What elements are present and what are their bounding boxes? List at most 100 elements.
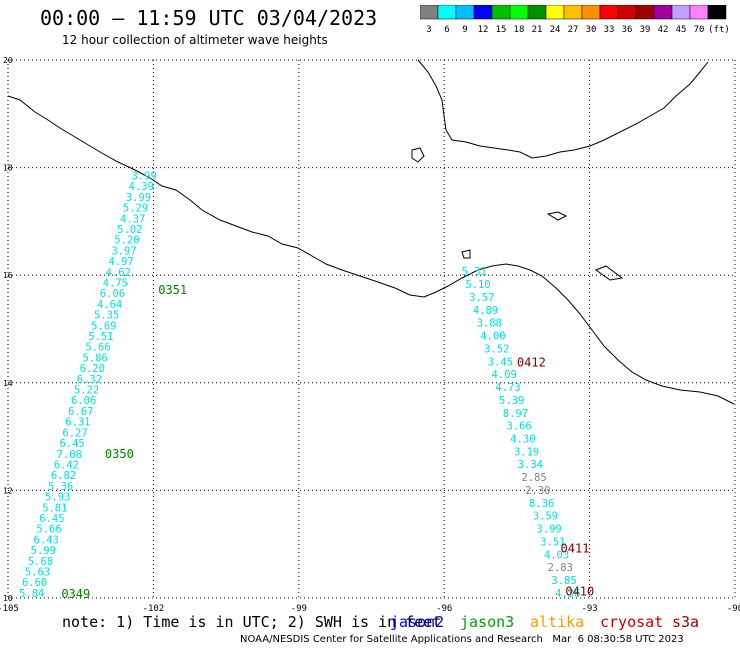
scale-label: 21: [532, 25, 543, 35]
wave-height-label: 6.06: [71, 395, 96, 407]
wave-height-label: 3.57: [469, 292, 494, 304]
wave-height-label: 3.85: [551, 575, 576, 587]
scale-label: 9: [462, 25, 467, 35]
scale-label: 42: [658, 25, 669, 35]
wave-height-label: 2.30: [525, 485, 550, 497]
wave-height-label: 6.82: [51, 470, 76, 482]
wave-height-label: 5.10: [465, 279, 490, 291]
wave-height-label: 5.36: [48, 481, 73, 493]
wave-height-label: 6.20: [80, 363, 105, 375]
wave-height-label: 3.88: [477, 318, 502, 330]
scale-label: 45: [676, 25, 687, 35]
wave-height-label: 5.22: [74, 385, 99, 397]
wave-height-label: 6.60: [22, 577, 47, 589]
wave-height-label: 6.32: [77, 374, 102, 386]
time-label: 0411: [561, 541, 590, 555]
wave-height-label: 5.86: [83, 352, 108, 364]
wave-height-label: 6.31: [65, 417, 90, 429]
lat-tick-label: 20: [3, 56, 13, 65]
scale-label: 36: [622, 25, 633, 35]
wave-height-label: 8.97: [503, 408, 528, 420]
wave-height-label: 7.08: [57, 449, 82, 461]
wave-height-label: 5.29: [123, 203, 148, 215]
wave-height-label: 5.66: [85, 342, 110, 354]
wave-height-label: 5.51: [88, 331, 113, 343]
wave-height-label: 2.83: [548, 562, 573, 574]
wave-height-label: 4.00: [480, 331, 505, 343]
scale-label: 24: [550, 25, 561, 35]
lon-tick-label: -102: [143, 604, 165, 614]
time-labels: 0349 0350 0351 0412 0411 0410: [61, 283, 594, 601]
wave-height-label: 3.99: [536, 524, 561, 536]
lat-tick-label: 14: [3, 379, 13, 388]
lat-tick-label: 10: [3, 594, 13, 603]
wave-height-label: 5.81: [42, 502, 67, 514]
lon-tick-label: -90: [727, 604, 740, 614]
scale-label: 70: [694, 25, 705, 35]
wave-height-label: 3.52: [484, 343, 509, 355]
time-label: 0349: [61, 587, 90, 601]
scale-label: 18: [514, 25, 525, 35]
scale-label: 15: [496, 25, 507, 35]
wave-height-label: 4.97: [108, 256, 133, 268]
scale-label: 30: [586, 25, 597, 35]
wave-height-label: 5.20: [114, 235, 139, 247]
lon-tick-label: -105: [0, 604, 19, 614]
gulf-coast: [417, 59, 709, 159]
wave-height-label: 5.93: [45, 492, 70, 504]
wave-height-label: 5.02: [117, 224, 142, 236]
time-label: 0350: [105, 447, 134, 461]
time-label: 0351: [158, 283, 187, 297]
island-2: [546, 211, 568, 221]
coastline: [7, 59, 735, 405]
island-4: [594, 265, 624, 281]
wave-height-label: 3.34: [518, 459, 543, 471]
wave-height-label: 3.99: [132, 170, 157, 182]
wave-height-label: 5.39: [499, 395, 524, 407]
wave-height-label: 4.39: [129, 181, 154, 193]
wave-height-label: 3.66: [507, 421, 532, 433]
mission-s3a: s3a: [672, 613, 700, 631]
wave-height-label: 6.43: [34, 534, 59, 546]
lon-tick-label: -99: [291, 604, 307, 614]
mission-altika: altika: [530, 613, 585, 631]
lon-tick-label: -96: [436, 604, 452, 614]
wave-height-label: 3.59: [533, 511, 558, 523]
wave-height-label: 4.37: [120, 213, 145, 225]
wave-height-label: 3.97: [111, 245, 136, 257]
scale-label: (ft): [708, 25, 730, 35]
mexico-pacific-coast: [7, 95, 735, 405]
wave-height-label: 4.64: [97, 299, 122, 311]
wave-height-label: 6.06: [100, 288, 125, 300]
wave-height-label: 3.45: [488, 356, 513, 368]
wave-height-label: 4.89: [473, 305, 498, 317]
lat-tick-label: 18: [3, 164, 13, 173]
lat-lon-grid: -105 -102 -99 -96 -93 -90 10 12 14 16 18 20: [0, 56, 740, 614]
wave-height-label: 8.36: [529, 498, 554, 510]
time-label: 0410: [565, 584, 594, 598]
wave-height-label: 4.73: [495, 382, 520, 394]
wave-height-label: 5.99: [31, 545, 56, 557]
wave-height-label: 6.45: [39, 513, 64, 525]
wave-height-label: 6.27: [62, 427, 87, 439]
wave-height-label: 4.62: [106, 267, 131, 279]
wave-height-label: 4.30: [510, 433, 535, 445]
wave-height-label: 6.42: [54, 459, 79, 471]
scale-label: 3: [426, 25, 431, 35]
mission-jason3: jason3: [460, 613, 515, 631]
lat-tick-label: 12: [3, 486, 13, 495]
scale-label: 33: [604, 25, 615, 35]
wave-height-label: 4.36: [555, 588, 580, 600]
wave-height-label: 4.75: [103, 277, 128, 289]
time-label: 0412: [517, 356, 546, 370]
wave-height-label: 4.09: [492, 369, 517, 381]
wave-height-label: 3.19: [514, 446, 539, 458]
wave-height-label: 3.51: [540, 536, 565, 548]
track-values: 5.846.605.635.685.996.435.666.455.815.93…: [19, 170, 580, 599]
map-title: 00:00 – 11:59 UTC 03/04/2023: [40, 6, 378, 30]
island-3: [461, 249, 471, 259]
mission-jason2: jason2: [390, 613, 445, 631]
wave-height-label: 5.68: [28, 556, 53, 568]
wave-height-label: 5.63: [25, 567, 50, 579]
